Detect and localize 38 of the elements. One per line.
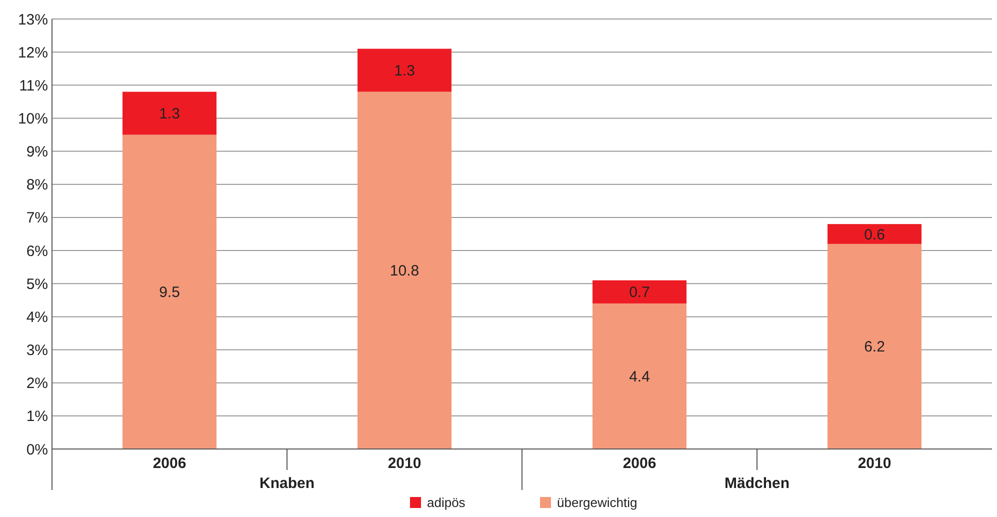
bar (592, 280, 686, 304)
bar (358, 48, 452, 92)
x-tick-label: 2010 (858, 455, 892, 472)
text: Mädchen (724, 475, 790, 492)
y-tick-label: 12% (18, 44, 48, 62)
bar (828, 244, 922, 449)
y-tick-label: 6% (26, 242, 48, 260)
text: Knaben (259, 475, 315, 492)
legend-label: übergewichtig (557, 495, 638, 510)
data-label: 1.3 (394, 62, 415, 80)
x-tick-label: 2010 (388, 455, 422, 472)
data-label: 0.6 (864, 226, 885, 244)
data-label: 1.3 (159, 106, 180, 123)
bar (358, 92, 452, 449)
legend-label: adipös (427, 495, 466, 510)
y-tick-label: 2% (26, 375, 48, 392)
data-label: 4.4 (629, 368, 650, 386)
y-tick-label: 1% (26, 408, 48, 426)
y-tick-label: 13% (18, 11, 48, 28)
bar (828, 224, 922, 244)
y-tick-label: 11% (19, 77, 48, 94)
y-tick-label: 4% (26, 308, 48, 326)
y-tick-label: 9% (26, 144, 48, 161)
y-tick-label: 5% (26, 276, 48, 293)
bar (122, 134, 216, 449)
y-tick-label: 0% (26, 441, 48, 458)
data-label: 0.7 (629, 284, 650, 302)
bar (122, 92, 216, 135)
data-label: 10.8 (390, 262, 420, 280)
x-tick-label: 2006 (622, 455, 656, 472)
y-tick-label: 3% (26, 342, 48, 360)
x-tick-label: 2006 (152, 455, 186, 472)
data-label: 9.5 (159, 284, 180, 302)
bar (592, 303, 686, 449)
y-tick-label: 7% (26, 210, 48, 227)
y-tick-label: 8% (26, 176, 48, 194)
y-tick-label: 10% (18, 110, 48, 128)
data-label: 6.2 (864, 338, 885, 356)
